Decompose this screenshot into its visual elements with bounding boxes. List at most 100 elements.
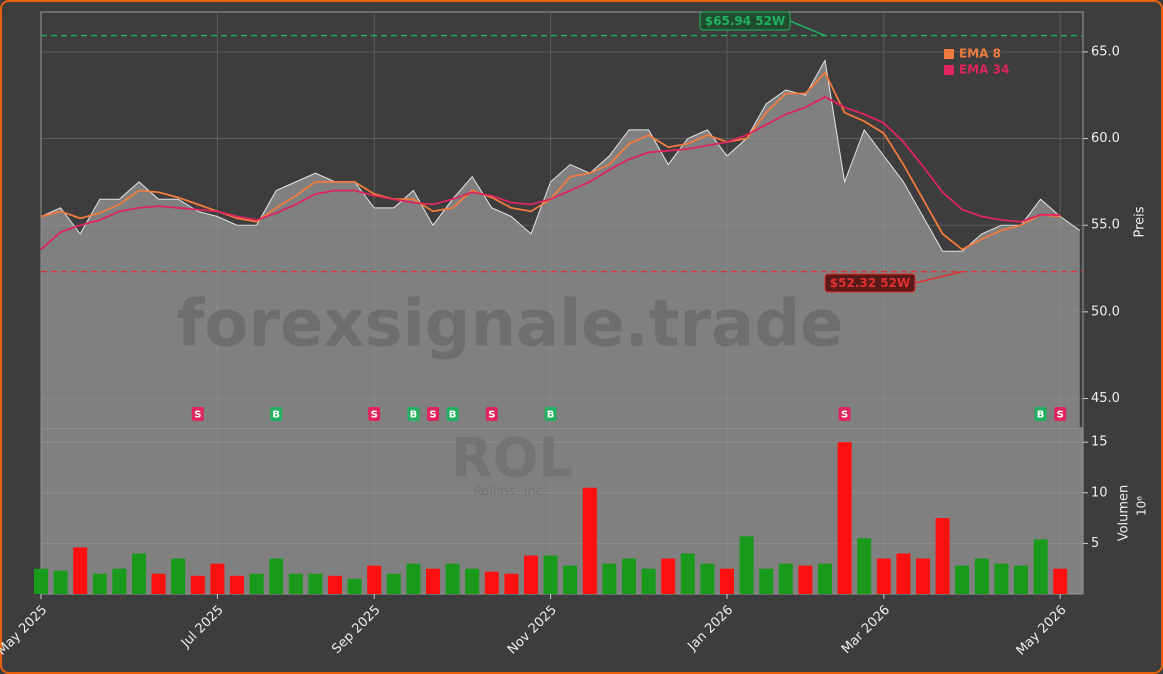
volume-bar <box>759 568 774 594</box>
signal-marker <box>270 407 283 421</box>
y-tick-label: 65.0 <box>1091 44 1120 59</box>
volume-bar <box>73 547 88 594</box>
signal-marker <box>446 407 459 421</box>
close-line <box>40 59 1081 252</box>
signal-label: S <box>1057 410 1064 421</box>
y-tick-label: 55.0 <box>1091 218 1120 233</box>
signal-marker <box>544 407 557 421</box>
signal-label: S <box>488 410 495 421</box>
signal-marker <box>368 407 381 421</box>
y2-tick-label: 5 <box>1091 536 1099 551</box>
volume-bar <box>347 578 362 594</box>
volume-bar <box>171 558 186 594</box>
volume-bar <box>778 563 793 594</box>
y-tick-label: 50.0 <box>1091 304 1120 319</box>
signal-label: S <box>371 410 378 421</box>
volume-bar <box>700 563 715 594</box>
ticker: ROL <box>451 427 573 490</box>
volume-bar <box>367 565 382 594</box>
volume-bar <box>1033 539 1048 594</box>
legend-label: EMA 34 <box>959 63 1009 77</box>
volume-bar <box>916 558 930 594</box>
volume-bar <box>582 487 597 594</box>
volume-bar <box>602 563 617 594</box>
volume-bar <box>1014 565 1028 594</box>
volume-bar <box>974 558 989 594</box>
volume-bar <box>680 553 695 594</box>
annotation-label: $65.94 52W <box>705 14 785 28</box>
volume-bar <box>288 573 303 594</box>
volume-bar <box>798 565 813 594</box>
volume-bar <box>386 573 401 594</box>
volume-bar <box>876 558 891 594</box>
volume-bar <box>230 575 244 594</box>
signal-marker <box>1054 407 1067 421</box>
volume-bar <box>112 568 127 594</box>
signal-label: B <box>547 410 555 421</box>
volume-bar <box>739 536 754 594</box>
signal-label: B <box>272 410 280 421</box>
volume-bar <box>249 573 264 594</box>
price-area <box>41 60 1080 429</box>
volume-bar <box>1053 568 1068 594</box>
volume-bar <box>857 538 872 594</box>
signal-label: S <box>429 410 436 421</box>
y-axis-label: Preis <box>1133 206 1148 237</box>
signal-label: B <box>410 410 418 421</box>
volume-bar <box>935 518 950 594</box>
signal-label: B <box>1037 410 1045 421</box>
volume-bar <box>151 573 166 594</box>
volume-bar <box>445 563 460 594</box>
volume-bar <box>818 563 832 594</box>
volume-bar <box>426 568 440 594</box>
volume-bar <box>210 563 225 594</box>
y-tick-label: 45.0 <box>1091 391 1120 406</box>
annotation-box <box>824 273 916 293</box>
volume-bar <box>641 568 656 594</box>
company: Rollins, Inc. <box>473 485 547 500</box>
volume-bar <box>720 568 734 594</box>
volume-bar <box>994 563 1009 594</box>
signal-label: S <box>841 410 848 421</box>
volume-bar <box>34 568 48 594</box>
annotation-label: $52.32 52W <box>830 276 910 290</box>
volume-bar <box>955 565 970 594</box>
volume-bar <box>622 558 636 594</box>
signal-label: S <box>194 410 201 421</box>
signal-marker <box>427 407 439 421</box>
y2-unit: 10⁶ <box>1135 496 1149 516</box>
volume-bar <box>308 573 323 594</box>
volume-bar <box>406 563 421 594</box>
volume-bar <box>328 575 342 594</box>
volume-bar <box>504 573 519 594</box>
volume-bar <box>661 558 676 594</box>
volume-bar <box>132 553 146 594</box>
legend-label: EMA 8 <box>959 47 1001 61</box>
ema-line <box>40 95 1061 251</box>
legend-swatch <box>944 65 954 75</box>
volume-bar <box>837 442 852 594</box>
legend-swatch <box>944 49 954 59</box>
annotation-arrow <box>789 20 826 37</box>
y2-tick-label: 10 <box>1091 485 1108 500</box>
volume-bar <box>484 571 499 594</box>
signal-marker <box>838 407 851 421</box>
signal-marker <box>407 407 420 421</box>
volume-bar <box>563 565 578 594</box>
volume-bar <box>543 555 558 594</box>
volume-bar <box>269 558 284 594</box>
annotation-box <box>699 11 791 31</box>
volume-bar <box>524 555 538 594</box>
signal-marker <box>1034 407 1047 421</box>
volume-bar <box>53 570 68 594</box>
y-tick-label: 60.0 <box>1091 131 1120 146</box>
volume-bar <box>465 568 480 594</box>
y2-tick-label: 15 <box>1091 435 1108 450</box>
volume-bar <box>92 573 107 594</box>
watermark: forexsignale.trade <box>177 288 844 362</box>
signal-marker <box>191 407 204 421</box>
signal-label: B <box>449 410 457 421</box>
volume-bar <box>190 575 205 594</box>
signal-marker <box>485 407 498 421</box>
